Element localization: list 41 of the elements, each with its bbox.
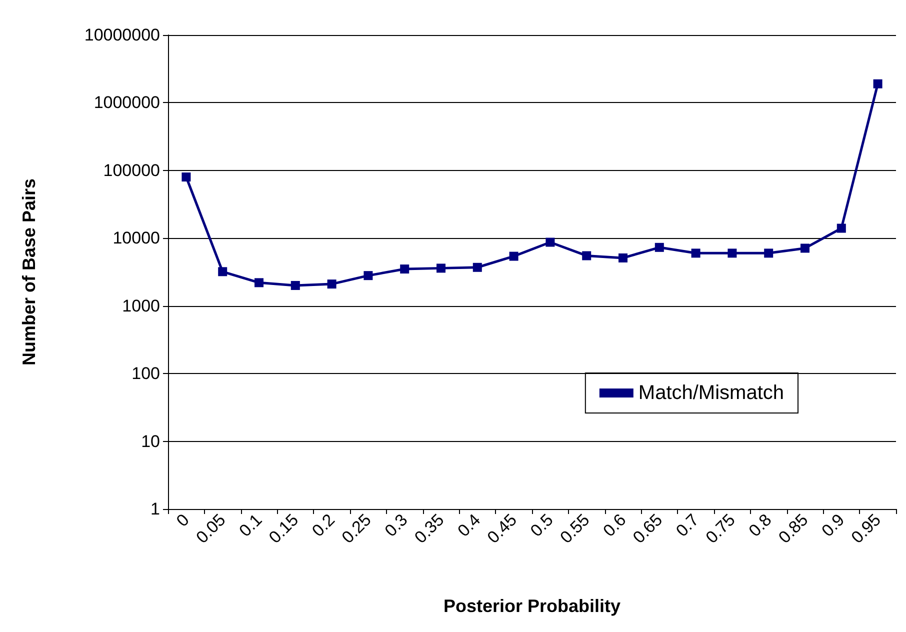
point [290,280,300,290]
point [436,264,446,273]
y-tick-label: 100000 [103,160,160,180]
point [873,79,882,88]
y-tick-label: 1000000 [94,93,160,112]
x-tick-label: 0.4 [454,510,484,540]
point [800,244,810,253]
x-tick-label: 0 [172,510,193,530]
y-tick-label: 10000000 [84,26,160,44]
legend-label: Match/Mismatch [638,382,784,404]
x-tick-label: 0.7 [672,510,703,540]
point [400,264,410,274]
point [691,248,700,258]
point [509,252,518,261]
point [364,271,373,280]
y-tick-label: 1 [150,500,160,518]
x-axis-title: Posterior Probability [443,596,621,616]
point [327,280,336,289]
point [472,262,482,272]
point [182,172,191,182]
point [582,251,592,260]
point [764,248,774,258]
y-tick-label: 10000 [112,228,160,248]
point [654,242,664,252]
point [218,267,228,276]
y-axis-title: Number of Base Pairs [19,178,39,366]
x-tick-label: 0.9 [818,510,848,540]
x-tick-label: 0.6 [600,510,630,540]
x-tick-label: 0.8 [745,510,776,540]
x-tick-label: 0.1 [236,510,266,540]
y-tick-label: 1000 [122,296,160,316]
x-tick-label: 0.3 [381,510,412,540]
y-tick-label: 10 [141,432,160,451]
point [618,253,628,262]
point [728,248,737,258]
y-tick-label: 100 [132,364,160,384]
x-tick-label: 0.5 [526,510,557,540]
point [836,224,846,233]
x-tick-label: 0.2 [308,510,339,540]
point [254,278,264,288]
point [546,238,555,247]
